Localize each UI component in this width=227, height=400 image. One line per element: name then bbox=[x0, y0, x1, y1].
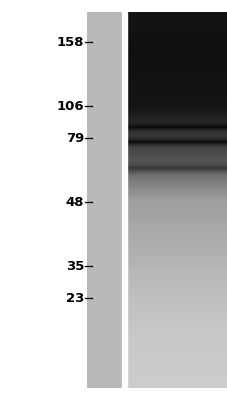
Text: 35: 35 bbox=[66, 260, 84, 272]
Text: 48: 48 bbox=[66, 196, 84, 208]
Text: 158: 158 bbox=[57, 36, 84, 48]
Bar bbox=[121, 12, 126, 388]
Text: 23: 23 bbox=[66, 292, 84, 304]
Text: 79: 79 bbox=[66, 132, 84, 144]
Text: 106: 106 bbox=[57, 100, 84, 112]
